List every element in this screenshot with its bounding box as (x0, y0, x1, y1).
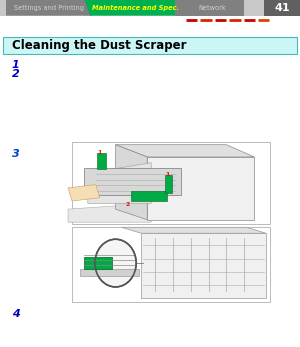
Polygon shape (122, 227, 266, 233)
FancyBboxPatch shape (72, 142, 270, 224)
Text: Settings and Printing: Settings and Printing (14, 5, 84, 11)
Text: 1: 1 (165, 172, 169, 177)
Polygon shape (147, 157, 254, 220)
Polygon shape (141, 233, 266, 298)
FancyBboxPatch shape (3, 37, 297, 54)
Polygon shape (85, 0, 187, 16)
Text: Maintenance and Spec.: Maintenance and Spec. (92, 5, 179, 11)
FancyBboxPatch shape (0, 0, 300, 16)
Polygon shape (116, 145, 254, 157)
FancyBboxPatch shape (84, 257, 112, 269)
Text: Network: Network (198, 5, 226, 11)
Polygon shape (80, 269, 139, 276)
Polygon shape (131, 191, 167, 201)
Polygon shape (68, 203, 151, 222)
Polygon shape (116, 145, 147, 220)
Text: 41: 41 (274, 3, 290, 13)
FancyBboxPatch shape (165, 175, 172, 193)
FancyBboxPatch shape (72, 227, 270, 302)
Polygon shape (84, 168, 181, 195)
Text: 2: 2 (125, 202, 130, 207)
Text: 1: 1 (12, 60, 20, 70)
Text: Cleaning the Dust Scraper: Cleaning the Dust Scraper (12, 39, 187, 52)
Text: 3: 3 (12, 150, 20, 159)
FancyBboxPatch shape (98, 153, 106, 169)
Circle shape (95, 239, 136, 287)
Text: 1: 1 (98, 150, 102, 155)
FancyBboxPatch shape (264, 0, 300, 16)
Text: 4: 4 (12, 309, 20, 319)
Polygon shape (68, 185, 100, 201)
Polygon shape (6, 0, 97, 16)
Polygon shape (175, 0, 244, 16)
Polygon shape (88, 163, 151, 203)
Text: 2: 2 (12, 69, 20, 79)
